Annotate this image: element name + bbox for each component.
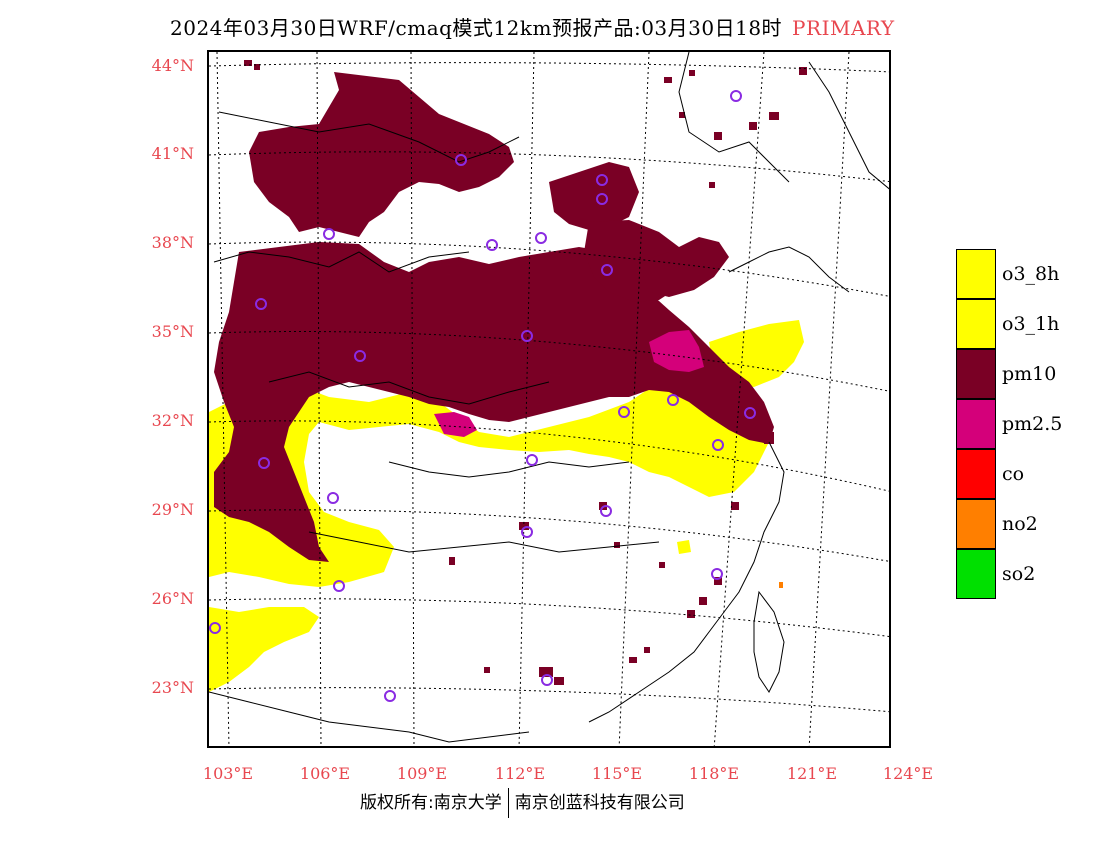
legend-label: co <box>1002 463 1025 485</box>
province-boundaries <box>209 52 889 743</box>
lon-label-103: 103°E <box>202 764 254 783</box>
legend-label: o3_1h <box>1002 313 1060 335</box>
lat-label-41: 41°N <box>151 144 194 163</box>
pm10-region-central <box>214 242 774 562</box>
pm25-region-east <box>649 330 704 372</box>
o3-region-small <box>677 540 691 554</box>
map-svg <box>209 52 889 746</box>
copyright: 版权所有:南京大学 南京创蓝科技有限公司 <box>360 788 685 818</box>
legend-swatch <box>956 349 996 399</box>
lon-label-109: 109°E <box>396 764 448 783</box>
graticule <box>209 52 889 746</box>
legend-label: no2 <box>1002 513 1038 535</box>
lon-label-115: 115°E <box>591 764 643 783</box>
o3-region-west <box>209 377 769 587</box>
legend-swatch <box>956 499 996 549</box>
lon-label-106: 106°E <box>299 764 351 783</box>
legend-label: pm2.5 <box>1002 413 1063 435</box>
lon-label-118: 118°E <box>688 764 740 783</box>
no2-marker <box>779 582 783 588</box>
title-main: 2024年03月30日WRF/cmaq模式12km预报产品:03月30日18时 <box>170 16 783 40</box>
legend-label: pm10 <box>1002 363 1057 385</box>
lon-label-124: 124°E <box>882 764 934 783</box>
copyright-separator <box>507 788 509 818</box>
pm10-region-shandong <box>639 237 729 297</box>
legend-swatch <box>956 299 996 349</box>
map-title: 2024年03月30日WRF/cmaq模式12km预报产品:03月30日18时 P… <box>170 12 895 41</box>
pm10-regions <box>214 72 774 562</box>
copyright-left: 版权所有:南京大学 <box>360 793 502 813</box>
title-primary-tag: PRIMARY <box>792 16 895 40</box>
lat-label-32: 32°N <box>151 411 194 430</box>
copyright-right: 南京创蓝科技有限公司 <box>514 793 685 813</box>
legend-label: o3_8h <box>1002 263 1060 285</box>
legend-swatch <box>956 249 996 299</box>
lon-label-112: 112°E <box>494 764 546 783</box>
lat-label-23: 23°N <box>151 678 194 697</box>
o3-region-southwest <box>209 607 319 692</box>
station-markers <box>209 90 756 702</box>
pm10-region-north <box>249 72 514 237</box>
lat-label-26: 26°N <box>151 589 194 608</box>
lat-label-29: 29°N <box>151 500 194 519</box>
lat-label-44: 44°N <box>151 56 194 75</box>
legend-swatch <box>956 549 996 599</box>
legend-label: so2 <box>1002 563 1036 585</box>
pm25-regions <box>434 330 704 437</box>
map-area[interactable] <box>207 50 891 748</box>
pm25-region-central <box>434 412 477 437</box>
pm10-region-northeast <box>549 162 639 230</box>
legend-swatch <box>956 399 996 449</box>
lat-label-38: 38°N <box>151 233 194 252</box>
o3-regions <box>209 320 804 692</box>
lat-label-35: 35°N <box>151 322 194 341</box>
lon-label-121: 121°E <box>786 764 838 783</box>
legend-swatch <box>956 449 996 499</box>
